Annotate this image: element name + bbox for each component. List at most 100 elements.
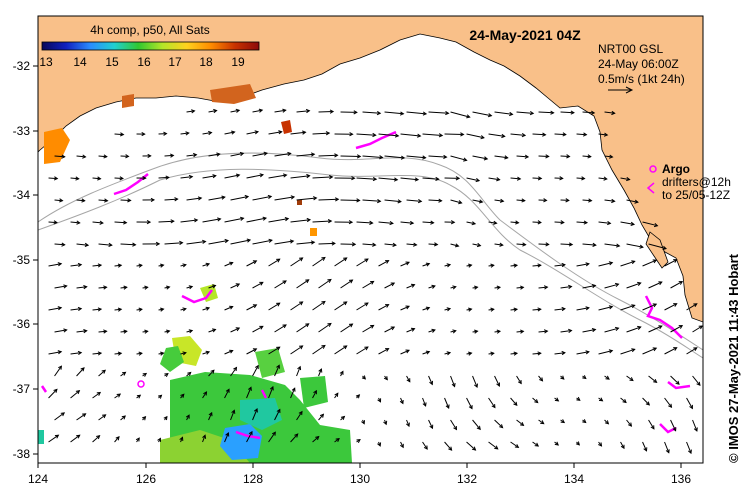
current-arrowhead	[127, 198, 132, 203]
current-arrowhead	[103, 329, 108, 334]
current-arrowhead	[221, 195, 226, 200]
current-arrow	[224, 174, 240, 179]
sst-patch-coast-brown	[210, 84, 256, 104]
current-arrow	[48, 221, 57, 224]
current-arrowhead	[282, 324, 287, 329]
current-arrowhead	[463, 157, 468, 162]
current-arrowhead	[513, 307, 519, 312]
current-arrowhead	[144, 329, 149, 334]
current-arrow	[48, 177, 58, 180]
current-arrowhead	[693, 303, 698, 308]
current-arrowhead	[59, 198, 64, 203]
current-arrow	[312, 257, 326, 267]
current-arrow	[472, 199, 483, 203]
current-arrowhead	[353, 110, 358, 115]
current-arrowhead	[356, 198, 361, 203]
current-arrowhead	[259, 173, 265, 178]
current-arrowhead	[123, 329, 128, 334]
current-arrowhead	[466, 114, 471, 119]
current-arrow	[648, 281, 663, 289]
current-arrowhead	[208, 411, 213, 417]
current-arrow	[494, 243, 503, 246]
current-arrowhead	[119, 176, 124, 181]
current-arrowhead	[372, 132, 377, 138]
current-arrowhead	[224, 238, 230, 244]
current-arrow	[290, 257, 303, 267]
current-arrowhead	[193, 152, 198, 158]
current-arrow	[246, 217, 267, 223]
current-arrowhead	[545, 154, 550, 159]
current-arrowhead	[165, 175, 170, 180]
lon-label: 128	[243, 472, 263, 486]
current-arrowhead	[339, 370, 344, 375]
current-arrowhead	[438, 198, 443, 203]
current-arrowhead	[150, 197, 156, 203]
current-arrow	[92, 221, 103, 224]
current-arrow	[560, 286, 572, 289]
current-arrowhead	[443, 154, 448, 160]
current-arrowhead	[291, 387, 296, 392]
current-arrow	[532, 441, 539, 447]
current-arrow	[98, 286, 107, 289]
current-arrowhead	[653, 222, 659, 228]
current-arrow	[246, 304, 257, 311]
current-arrow	[114, 177, 123, 179]
current-arrowhead	[235, 283, 241, 288]
current-arrow	[510, 133, 526, 136]
current-arrowhead	[499, 198, 505, 203]
current-arrowhead	[229, 349, 234, 354]
current-arrowhead	[188, 329, 194, 334]
current-arrow	[642, 259, 657, 267]
current-arrow	[472, 419, 481, 430]
current-arrow	[252, 365, 259, 377]
current-arrowhead	[75, 176, 80, 181]
current-arrow	[98, 369, 106, 377]
current-arrowhead	[252, 304, 258, 309]
current-arrowhead	[453, 425, 458, 431]
current-arrow	[466, 221, 476, 225]
current-arrow	[670, 419, 677, 431]
current-arrowhead	[598, 442, 603, 447]
current-arrow	[532, 264, 541, 267]
sst-colorbar	[41, 41, 260, 51]
current-arrow	[692, 375, 701, 386]
current-arrow	[98, 243, 112, 246]
current-arrowhead	[583, 220, 589, 225]
current-arrowhead	[99, 220, 104, 225]
current-arrow	[494, 199, 504, 202]
current-arrow	[180, 132, 189, 135]
current-arrowhead	[534, 442, 540, 447]
lat-label: -37	[13, 382, 31, 396]
current-arrowhead	[258, 108, 264, 113]
current-arrowhead	[429, 424, 434, 430]
current-arrowhead	[501, 133, 506, 139]
current-arrowhead	[490, 263, 495, 268]
current-arrow	[202, 218, 221, 223]
current-arrow	[576, 177, 585, 180]
current-arrowhead	[474, 329, 479, 334]
current-arrow	[642, 221, 658, 227]
current-arrow	[466, 441, 476, 451]
current-arrowhead	[554, 397, 560, 402]
current-arrowhead	[433, 242, 439, 247]
current-arrowhead	[349, 132, 354, 137]
current-arrow	[76, 243, 89, 246]
current-arrow	[296, 366, 301, 377]
current-arrowhead	[83, 285, 88, 290]
current-arrowhead	[425, 306, 431, 311]
current-arrow	[340, 155, 361, 157]
current-arrow	[246, 348, 257, 355]
current-arrowhead	[298, 410, 303, 416]
current-arrowhead	[542, 132, 547, 137]
plot-frame	[37, 15, 704, 464]
current-arrowhead	[117, 263, 123, 268]
current-arrowhead	[97, 351, 103, 356]
current-arrowhead	[96, 391, 102, 396]
current-arrowhead	[608, 305, 614, 310]
current-arrow	[48, 351, 62, 355]
current-arrow	[290, 433, 299, 443]
current-arrowhead	[630, 221, 636, 226]
current-arrow	[400, 221, 414, 224]
current-arrowhead	[658, 325, 663, 330]
current-arrowhead	[253, 408, 258, 413]
